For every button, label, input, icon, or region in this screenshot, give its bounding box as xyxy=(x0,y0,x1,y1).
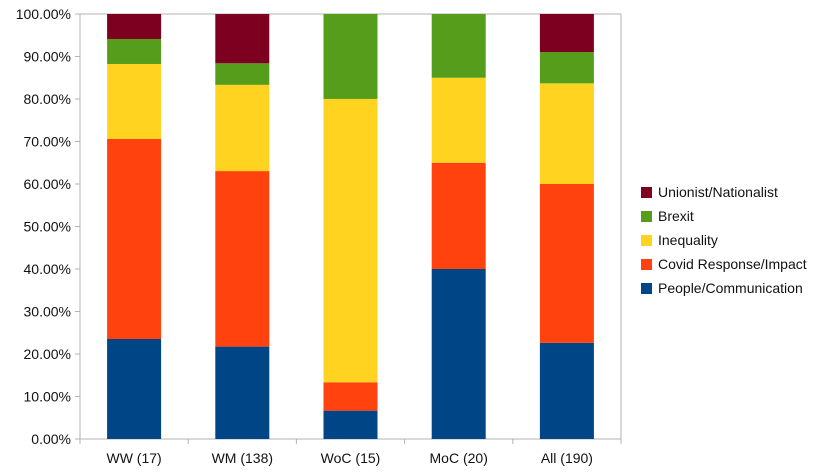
bar-segment xyxy=(107,14,162,39)
bar-segment xyxy=(323,98,378,383)
bar-segment xyxy=(431,162,486,269)
legend-swatch xyxy=(641,282,652,294)
y-tick-label: 50.00% xyxy=(24,219,71,235)
y-tick-label: 30.00% xyxy=(24,304,71,320)
bar-segment xyxy=(107,138,162,339)
y-tick-label: 10.00% xyxy=(24,389,71,405)
legend-swatch xyxy=(641,186,652,198)
y-tick-label: 100.00% xyxy=(16,6,71,22)
legend-swatch xyxy=(641,210,652,222)
x-tick-label: WM (138) xyxy=(212,450,273,466)
bar-segment xyxy=(431,77,486,163)
legend-item: Unionist/Nationalist xyxy=(641,180,807,204)
legend-label: Inequality xyxy=(658,232,718,248)
bar-segment xyxy=(215,346,270,439)
y-tick-label: 20.00% xyxy=(24,346,71,362)
bar-segment xyxy=(539,184,594,343)
legend-label: Covid Response/Impact xyxy=(658,256,807,272)
y-tick-label: 60.00% xyxy=(24,176,71,192)
bar-segment xyxy=(323,410,378,439)
bar-segment xyxy=(215,63,270,85)
x-tick-label: WoC (15) xyxy=(321,450,381,466)
bar-segment xyxy=(539,14,594,53)
bar-segment xyxy=(323,382,378,411)
y-tick-label: 80.00% xyxy=(24,91,71,107)
bar-segment xyxy=(431,14,486,78)
legend-item: Covid Response/Impact xyxy=(641,252,807,276)
y-tick-label: 70.00% xyxy=(24,134,71,150)
legend-label: People/Communication xyxy=(658,280,803,296)
x-tick-label: WW (17) xyxy=(106,450,161,466)
bar-segment xyxy=(539,83,594,184)
legend-item: Inequality xyxy=(641,228,807,252)
bar-segment xyxy=(539,342,594,439)
legend-swatch xyxy=(641,234,652,246)
bar-segment xyxy=(323,13,378,99)
y-tick-label: 40.00% xyxy=(24,261,71,277)
bar-segment xyxy=(215,84,270,172)
bar-segment xyxy=(431,269,486,439)
x-tick-label: MoC (20) xyxy=(430,450,488,466)
bar-segment xyxy=(107,63,162,139)
bar-segment xyxy=(215,171,270,347)
bar-segment xyxy=(539,52,594,84)
y-tick-label: 90.00% xyxy=(24,49,71,65)
bar-segment xyxy=(107,338,162,439)
legend-label: Unionist/Nationalist xyxy=(658,184,778,200)
legend-label: Brexit xyxy=(658,208,694,224)
legend-swatch xyxy=(641,258,652,270)
y-tick-label: 0.00% xyxy=(31,431,71,447)
legend-item: Brexit xyxy=(641,204,807,228)
chart-legend: Unionist/Nationalist Brexit Inequality Covi… xyxy=(641,180,807,300)
x-tick-label: All (190) xyxy=(541,450,593,466)
legend-item: People/Communication xyxy=(641,276,807,300)
bar-segment xyxy=(107,38,162,64)
bar-segment xyxy=(215,14,270,64)
